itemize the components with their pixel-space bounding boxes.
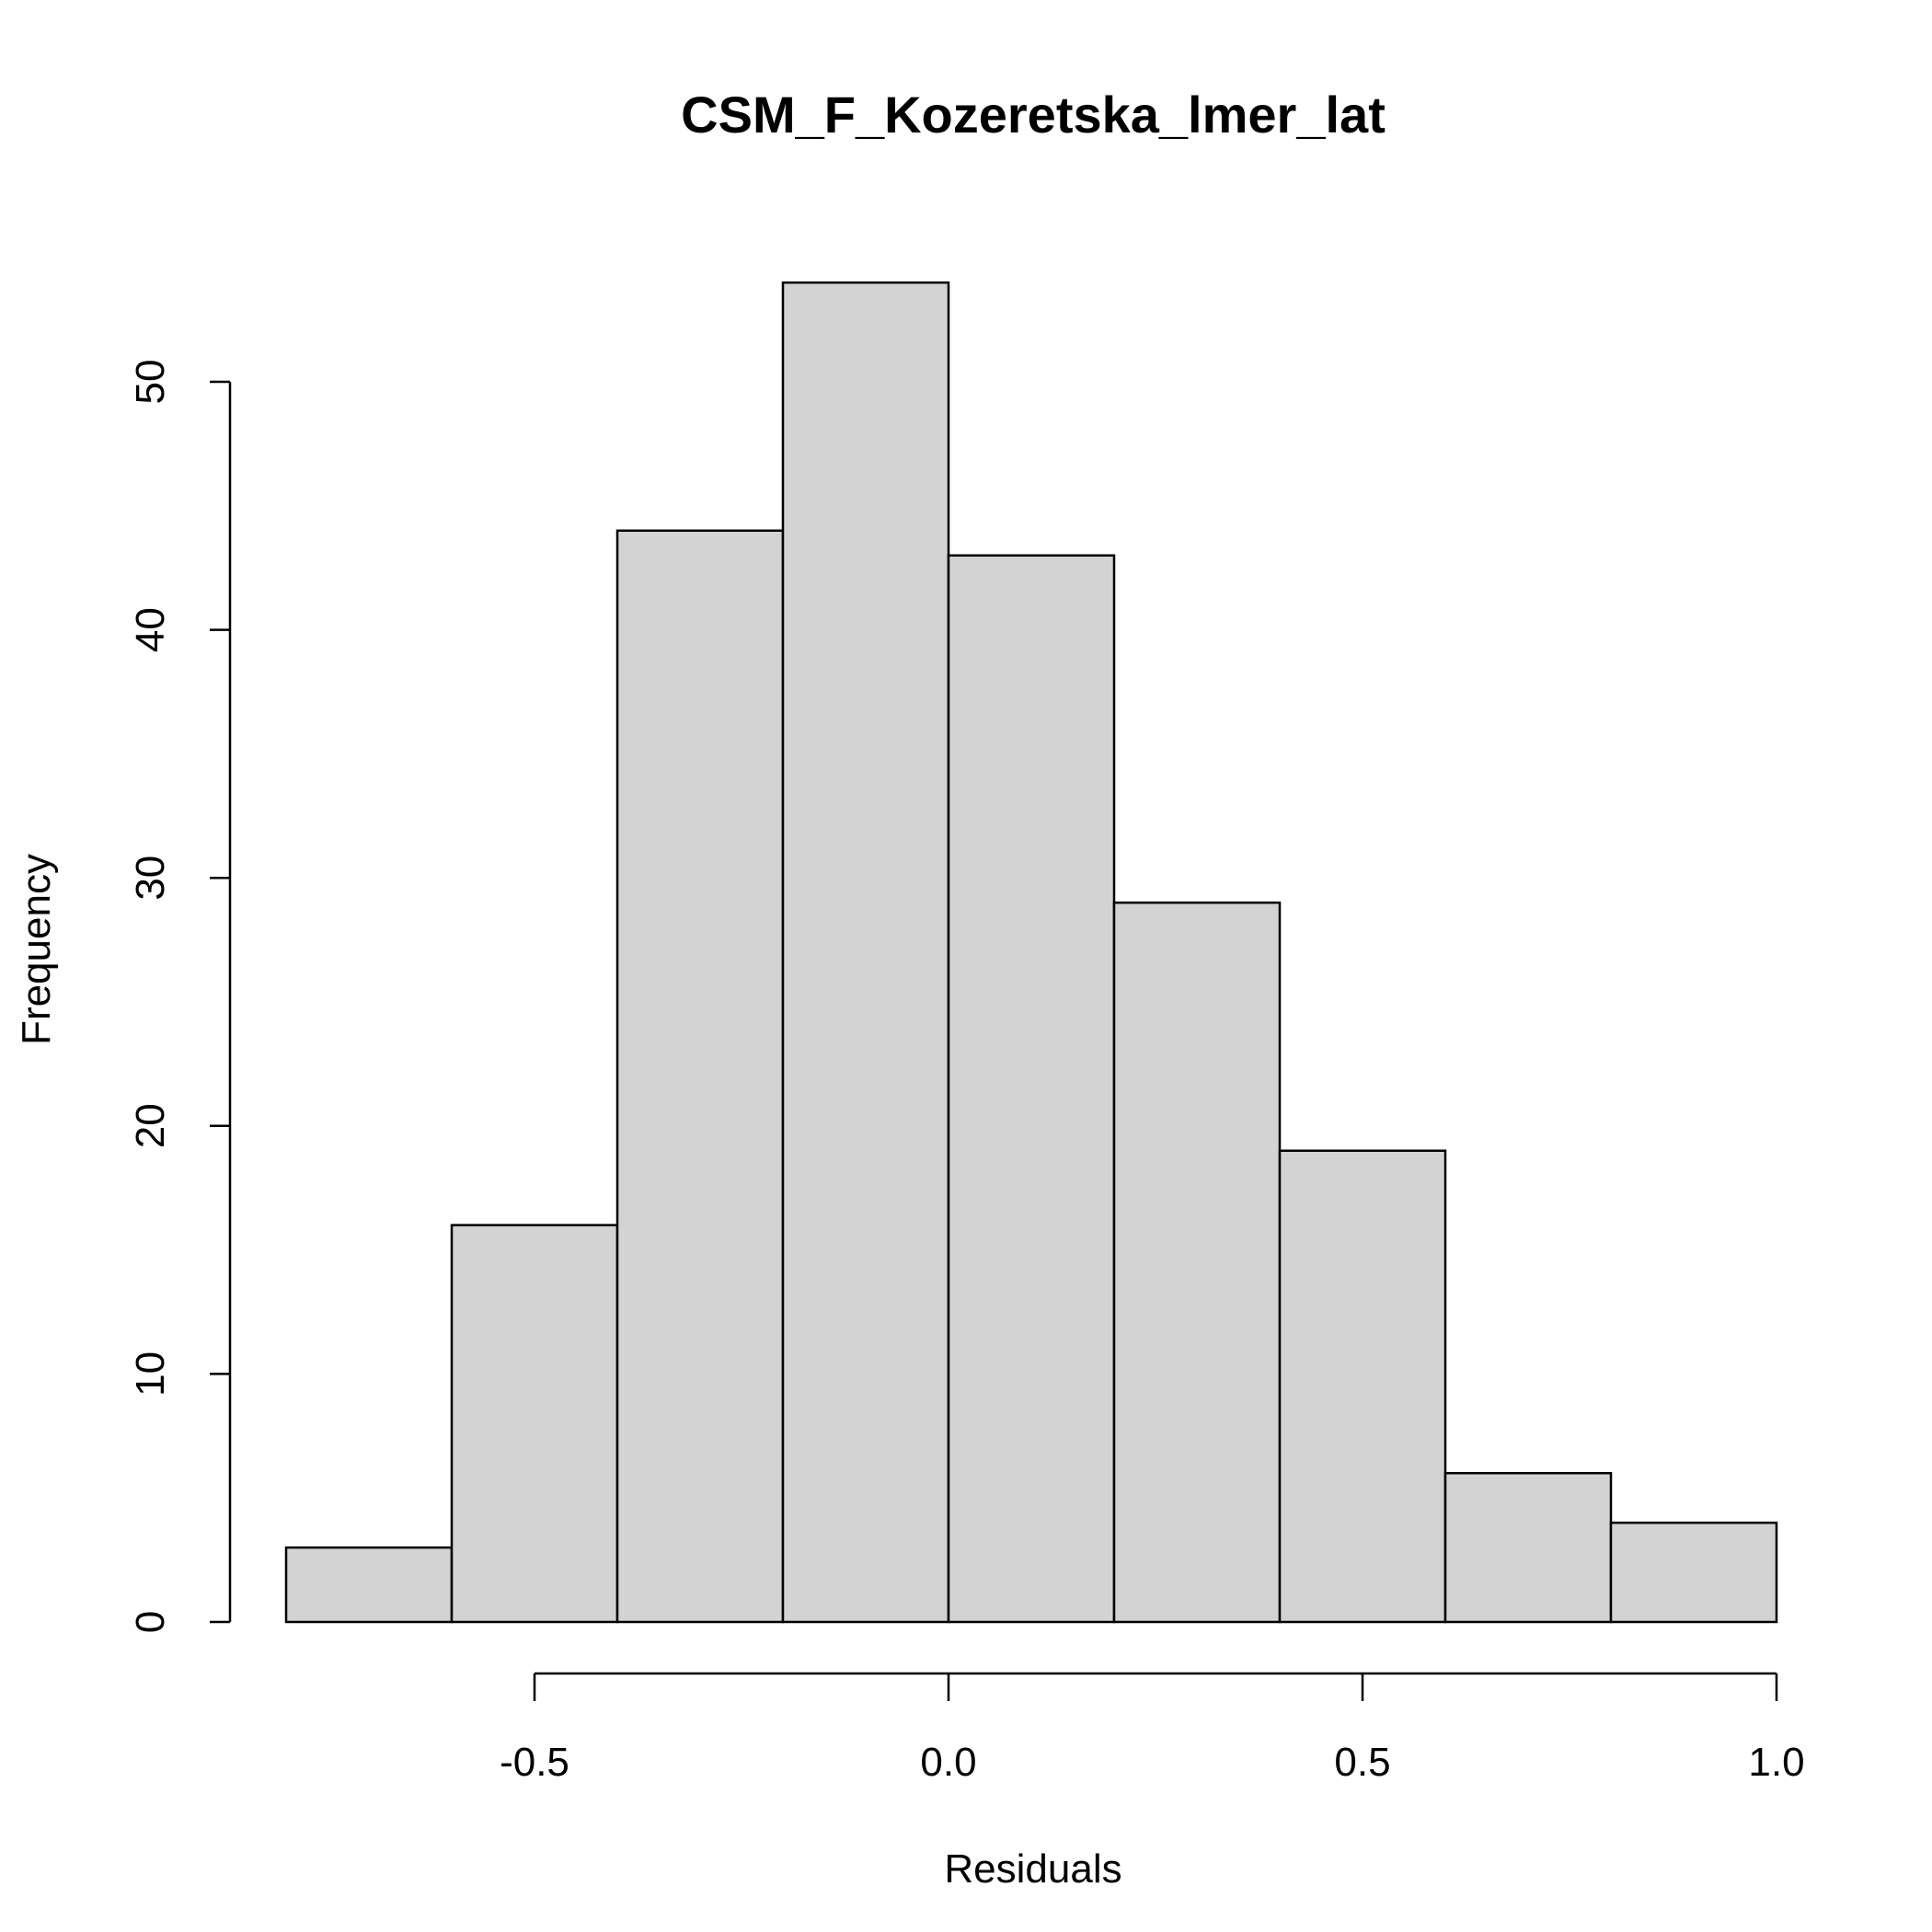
y-tick-label: 30: [128, 856, 173, 901]
histogram-bar: [1112, 901, 1282, 1624]
histogram-bar: [1278, 1149, 1447, 1624]
histogram-bar: [947, 554, 1116, 1624]
x-axis-label: Residuals: [944, 1846, 1121, 1892]
histogram-bar: [1609, 1521, 1778, 1624]
x-tick-label: 0.5: [1334, 1740, 1390, 1785]
histogram-bar: [615, 529, 785, 1624]
histogram-bar: [1443, 1471, 1613, 1624]
x-tick-label: -0.5: [500, 1740, 569, 1785]
histogram-bars: [284, 281, 1778, 1624]
x-axis: -0.5 0.0 0.5 1.0: [500, 1672, 1805, 1785]
chart-title: CSM_F_Kozeretska_lmer_lat: [681, 86, 1386, 144]
y-tick-label: 40: [128, 607, 173, 652]
y-tick-label: 50: [128, 360, 173, 405]
x-tick-label: 1.0: [1748, 1740, 1804, 1785]
y-axis: 0 10 20 30 40 50: [128, 360, 232, 1633]
y-tick-label: 0: [128, 1611, 173, 1633]
x-tick-label: 0.0: [920, 1740, 976, 1785]
y-tick-label: 10: [128, 1351, 173, 1397]
histogram-bar: [284, 1546, 454, 1624]
histogram-bar: [450, 1224, 619, 1624]
y-axis-label: Frequency: [14, 854, 59, 1045]
histogram-bar: [781, 281, 950, 1624]
y-tick-label: 20: [128, 1103, 173, 1148]
